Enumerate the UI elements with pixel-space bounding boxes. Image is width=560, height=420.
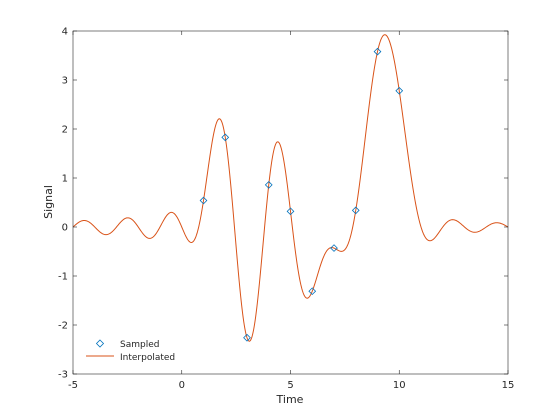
legend-sampled-label: Sampled <box>120 340 159 350</box>
y-tick-label: -2 <box>58 321 68 332</box>
sampled-series-markers <box>199 47 404 342</box>
x-tick-label: 15 <box>502 380 515 391</box>
y-tick-label: 2 <box>62 125 68 136</box>
sampled-point <box>395 86 404 95</box>
x-tick-label: 10 <box>393 380 406 391</box>
sampled-point <box>243 333 251 342</box>
sampled-point <box>264 180 273 189</box>
x-tick-label: -5 <box>68 380 78 391</box>
interpolated-series-line <box>73 34 508 342</box>
y-axis-label: Signal <box>42 185 55 219</box>
sampled-point <box>351 206 360 215</box>
y-tick-label: 1 <box>62 174 68 185</box>
sampled-point <box>221 133 230 142</box>
sampled-point <box>308 287 317 296</box>
sampled-point <box>199 196 208 205</box>
axis-ticks: -5 0 5 10 15 -3 -2 -1 0 1 2 3 4 <box>58 27 514 392</box>
legend-sampled-marker <box>95 339 105 348</box>
y-tick-label: -3 <box>58 370 68 381</box>
sampled-point <box>373 47 382 56</box>
x-axis-label: Time <box>276 393 304 406</box>
legend: Sampled Interpolated <box>86 339 175 363</box>
x-tick-label: 5 <box>287 380 293 391</box>
y-tick-label: 0 <box>62 223 68 234</box>
sampled-point <box>286 207 295 216</box>
y-tick-label: 3 <box>62 76 68 87</box>
y-tick-label: 4 <box>62 27 68 38</box>
y-tick-label: -1 <box>58 272 68 283</box>
sampled-point <box>330 244 338 252</box>
legend-interpolated-label: Interpolated <box>120 353 175 363</box>
x-tick-label: 0 <box>179 380 185 391</box>
